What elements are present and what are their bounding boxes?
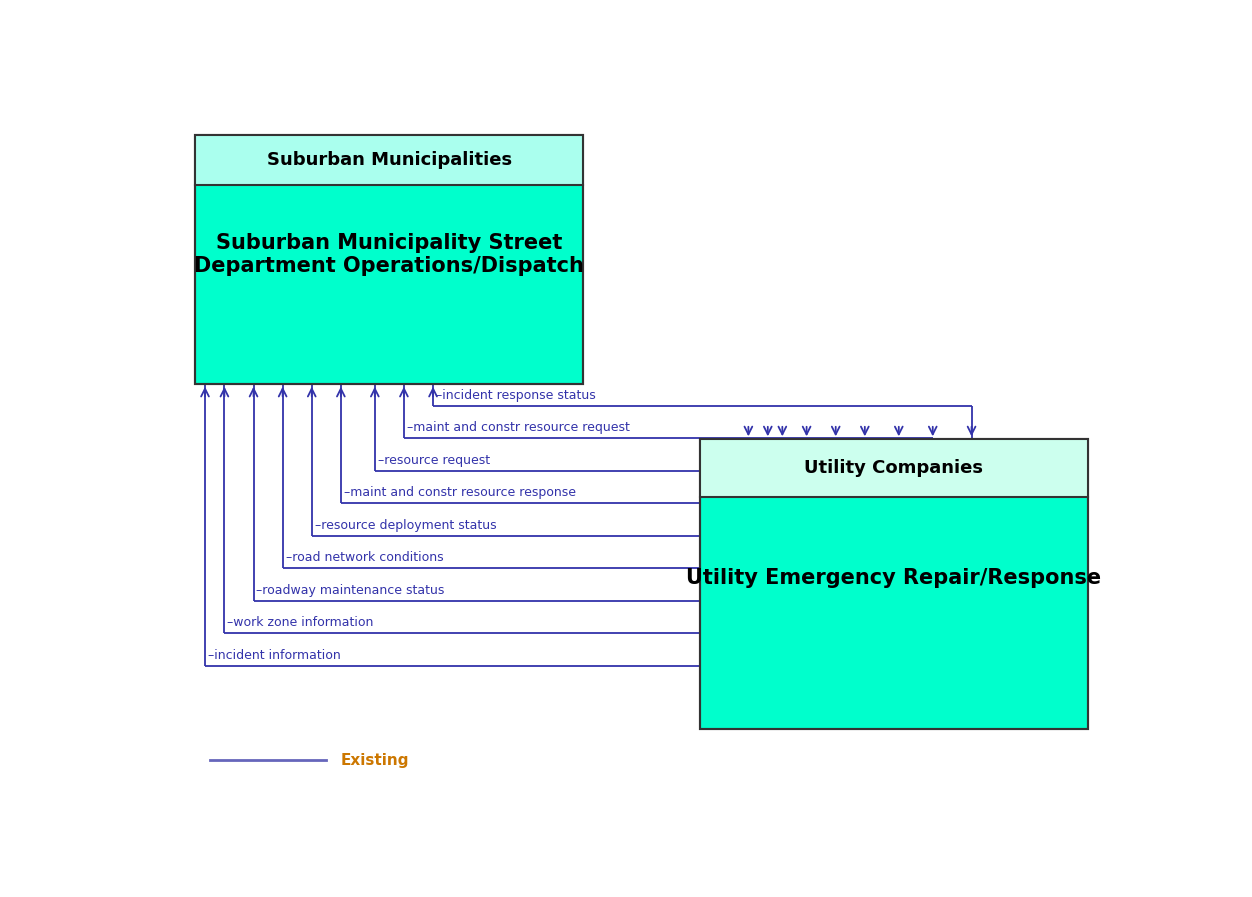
Bar bbox=[195, 135, 583, 384]
Text: –resource request: –resource request bbox=[378, 454, 490, 466]
Bar bbox=[700, 440, 1088, 729]
Text: –road network conditions: –road network conditions bbox=[285, 551, 443, 564]
Text: Suburban Municipalities: Suburban Municipalities bbox=[267, 151, 512, 170]
Bar bbox=[700, 440, 1088, 497]
Text: –roadway maintenance status: –roadway maintenance status bbox=[257, 584, 444, 597]
Text: –maint and constr resource response: –maint and constr resource response bbox=[344, 486, 576, 500]
Text: –resource deployment status: –resource deployment status bbox=[314, 518, 496, 532]
Text: –incident response status: –incident response status bbox=[436, 389, 596, 402]
Text: Utility Emergency Repair/Response: Utility Emergency Repair/Response bbox=[686, 569, 1102, 588]
Text: Existing: Existing bbox=[341, 753, 409, 768]
Text: Suburban Municipality Street
Department Operations/Dispatch: Suburban Municipality Street Department … bbox=[194, 233, 585, 276]
Text: –work zone information: –work zone information bbox=[228, 616, 373, 629]
Bar bbox=[195, 135, 583, 384]
Bar bbox=[700, 440, 1088, 729]
Text: Utility Companies: Utility Companies bbox=[805, 459, 983, 477]
Text: –maint and constr resource request: –maint and constr resource request bbox=[407, 422, 630, 434]
Bar bbox=[195, 135, 583, 185]
Text: –incident information: –incident information bbox=[208, 649, 341, 662]
